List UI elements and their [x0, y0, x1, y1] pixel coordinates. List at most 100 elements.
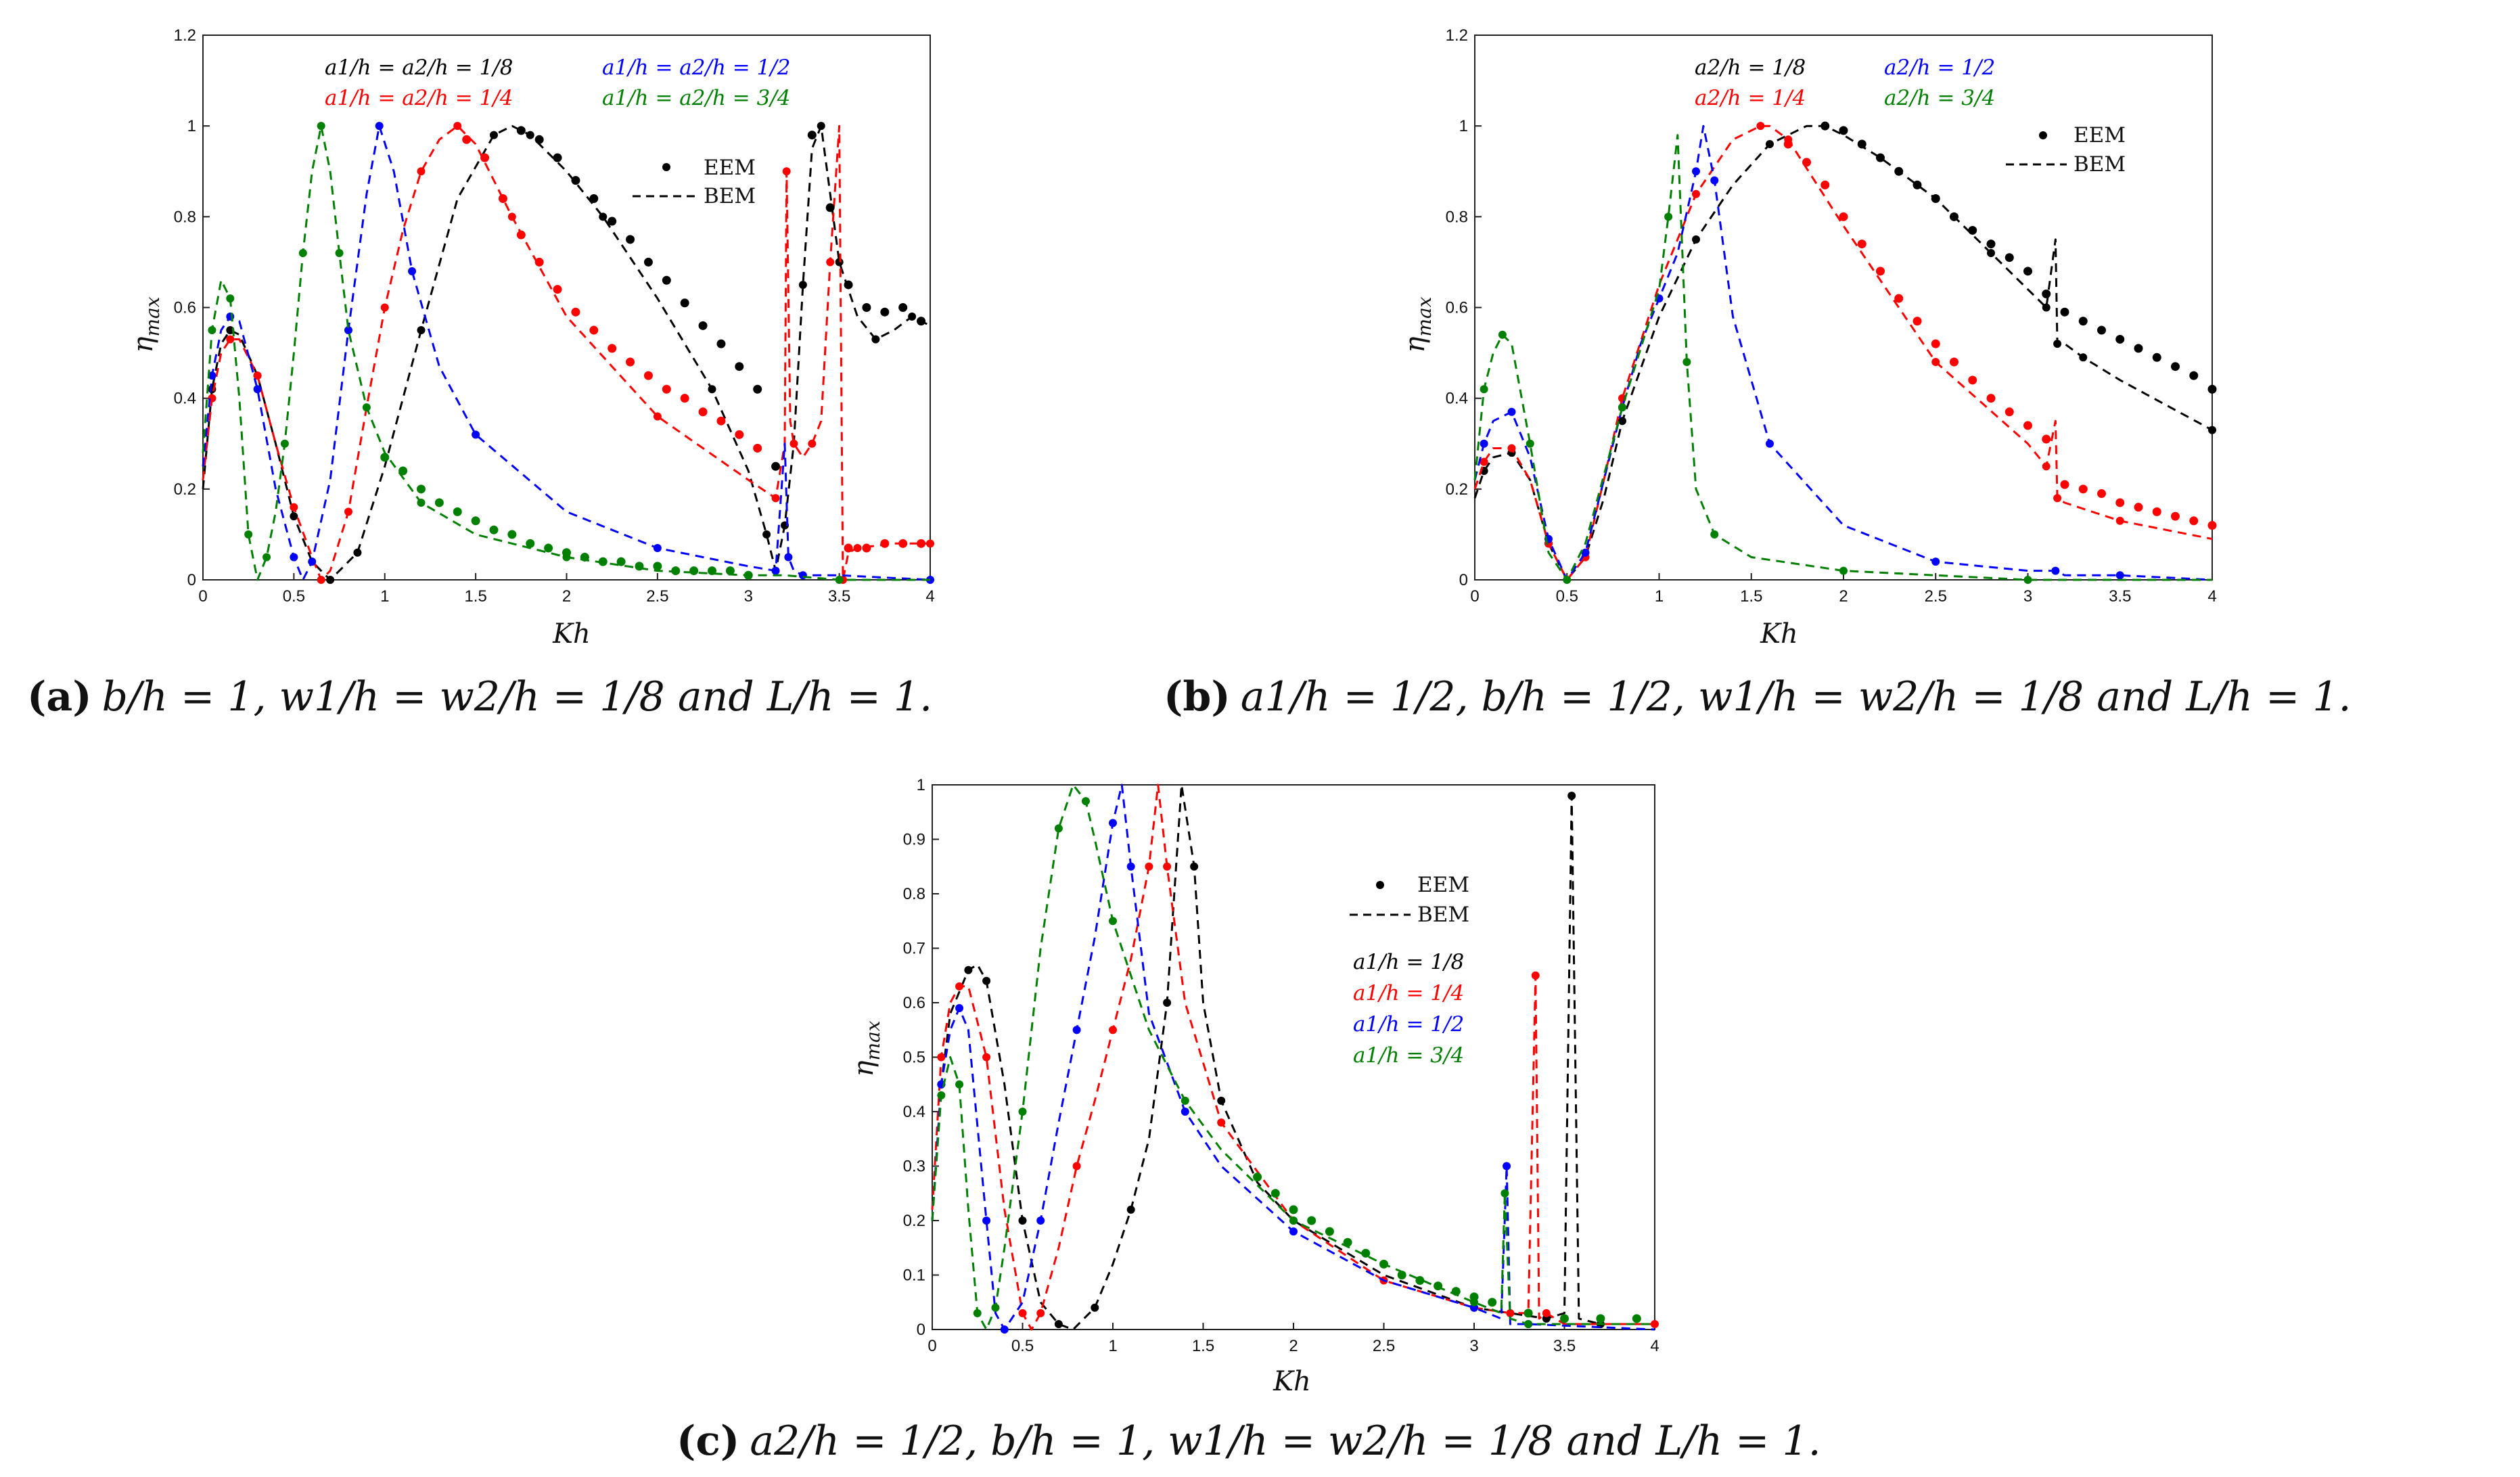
panel-c-eem-point — [955, 1080, 964, 1089]
panel-a-xtick-label: 2 — [562, 587, 571, 606]
panel-b-eem-point — [2207, 384, 2217, 394]
panel-a-eem-point — [616, 557, 626, 566]
panel-a-eem-point — [526, 539, 535, 548]
panel-b-eem-point — [1563, 576, 1572, 584]
panel-b-eem-point — [1894, 294, 1904, 303]
panel-c-eem-point — [973, 1309, 982, 1317]
panel-c-eem-point — [1081, 797, 1090, 806]
panel-b-eem-point — [1618, 417, 1626, 426]
panel-b-eem-point — [1710, 176, 1719, 185]
panel-a-eem-point — [753, 384, 762, 394]
panel-a-eem-point — [735, 430, 744, 439]
panel-a-eem-point — [608, 344, 617, 353]
panel-a-eem-point — [844, 543, 853, 553]
panel-c-ytick-label: 0.4 — [903, 1103, 925, 1121]
panel-a-xtick-label: 3 — [744, 587, 753, 606]
panel-b-plot: 0 0.5 1 1.5 2 2.5 3 3.5 4 0 0.2 0.4 0.6 0.8 1 1.2 — [1446, 26, 2217, 606]
panel-b-xlabel: Kh — [1760, 618, 1798, 650]
panel-a-eem-point — [698, 407, 708, 417]
panel-b-eem-point — [2053, 340, 2062, 348]
panel-b-ytick-label: 1 — [1459, 117, 1468, 135]
panel-c-eem-point — [1000, 1325, 1009, 1334]
panel-c-eem-point — [937, 1091, 946, 1099]
panel-a-bem-curve-2 — [202, 124, 931, 581]
panel-a-eem-point — [708, 385, 716, 394]
panel-a-bem-curve-0 — [202, 124, 931, 581]
panel-a-legend-eem-marker — [662, 163, 670, 171]
panel-b-eem-point — [1581, 548, 1590, 557]
panel-a-eem-point — [489, 525, 499, 535]
panel-b-bem-curve-3 — [1473, 134, 2212, 581]
panel-a-eem-point — [434, 498, 444, 507]
panel-c-eem-point — [1596, 1314, 1605, 1323]
panel-b-ytick-label: 1.2 — [1446, 26, 1468, 45]
panel-b-eem-point — [1839, 126, 1848, 135]
panel-b-eem-point — [2042, 434, 2051, 444]
panel-b-caption: (b) a1/h = 1/2, b/h = 1/2, w1/h = w2/h = … — [1164, 673, 2352, 721]
panel-a-eem-point — [244, 530, 253, 539]
panel-c-eem-point — [1500, 1189, 1509, 1198]
panel-b-eem-point — [2115, 516, 2124, 525]
panel-a-eem-point — [817, 122, 825, 131]
panel-c-eem-point — [982, 1053, 991, 1062]
panel-a-eem-point — [262, 553, 271, 562]
panel-a-eem-point — [544, 543, 553, 553]
panel-c-xtick-label: 3 — [1469, 1337, 1478, 1355]
panel-a-eem-point — [571, 307, 580, 317]
panel-a-eem-point — [908, 312, 917, 321]
panel-c-eem-point — [964, 965, 973, 974]
panel-b-eem-point — [2115, 334, 2125, 344]
panel-a-legend-series-0: a1/h = a2/h = 1/8 — [325, 55, 513, 80]
panel-c-xlabel: Kh — [1273, 1366, 1311, 1397]
panel-c-legend-series-0: a1/h = 1/8 — [1353, 950, 1464, 974]
panel-b-eem-point — [1766, 439, 1774, 448]
panel-a-eem-point — [635, 562, 644, 571]
panel-b-xtick-label: 3.5 — [2109, 587, 2131, 606]
panel-a-xlabel: Kh — [552, 618, 591, 650]
panel-b-eem-point — [2053, 494, 2062, 503]
panel-b-xtick-label: 3 — [2023, 587, 2032, 606]
panel-c-xtick-label: 0 — [927, 1337, 936, 1355]
panel-a-eem-point — [534, 257, 544, 267]
panel-b-xtick-label: 4 — [2207, 587, 2216, 606]
panel-a-eem-point — [807, 131, 817, 140]
panel-b-eem-point — [1664, 212, 1673, 221]
panel-a-eem-point — [417, 484, 426, 494]
panel-c-ytick-label: 1 — [917, 776, 925, 794]
panel-a-eem-point — [671, 566, 681, 576]
panel-c-plot: 0 0.5 1 1.5 2 2.5 3 3.5 4 0 0.1 0.2 0.3 0.4 0.5 0.6 0.7 0… — [903, 776, 1659, 1355]
panel-b-eem-point — [2171, 512, 2180, 521]
panel-a-eem-point — [653, 562, 662, 571]
panel-b-eem-point — [2042, 303, 2051, 312]
panel-a-eem-point — [526, 131, 534, 139]
panel-a-eem-point — [798, 571, 807, 580]
panel-a-eem-point — [226, 294, 235, 303]
panel-b-eem-point — [2042, 289, 2051, 298]
panel-b-eem-point — [2004, 407, 2014, 417]
panel-b-eem-point — [2134, 503, 2143, 512]
panel-a-eem-point — [708, 566, 716, 576]
panel-a-eem-point — [317, 122, 325, 131]
panel-a-eem-point — [471, 516, 480, 526]
panel-a-eem-point — [598, 557, 608, 566]
panel-a-eem-point — [662, 384, 671, 394]
panel-c-eem-point — [1072, 1026, 1081, 1035]
panel-b-eem-point — [1931, 194, 1940, 203]
panel-a-eem-point — [626, 235, 635, 244]
panel-c-eem-point — [1163, 862, 1172, 871]
panel-b-eem-point — [1682, 358, 1691, 366]
panel-c-ytick-label: 0.5 — [903, 1049, 925, 1067]
panel-a-xtick-label: 1.5 — [464, 587, 486, 606]
panel-a-eem-point — [335, 249, 344, 257]
panel-a-eem-point — [353, 548, 362, 557]
panel-b-eem-point — [2060, 307, 2069, 317]
panel-b-eem-point — [1618, 403, 1626, 412]
panel-a-eem-point — [917, 317, 926, 326]
panel-a-eem-point — [253, 385, 262, 394]
panel-c-eem-point — [1054, 1319, 1063, 1328]
panel-a-ytick-label: 0.4 — [174, 390, 196, 408]
panel-a-eem-point — [290, 503, 298, 512]
panel-b-frame — [1474, 35, 2213, 581]
panel-b-eem-point — [1692, 235, 1700, 244]
